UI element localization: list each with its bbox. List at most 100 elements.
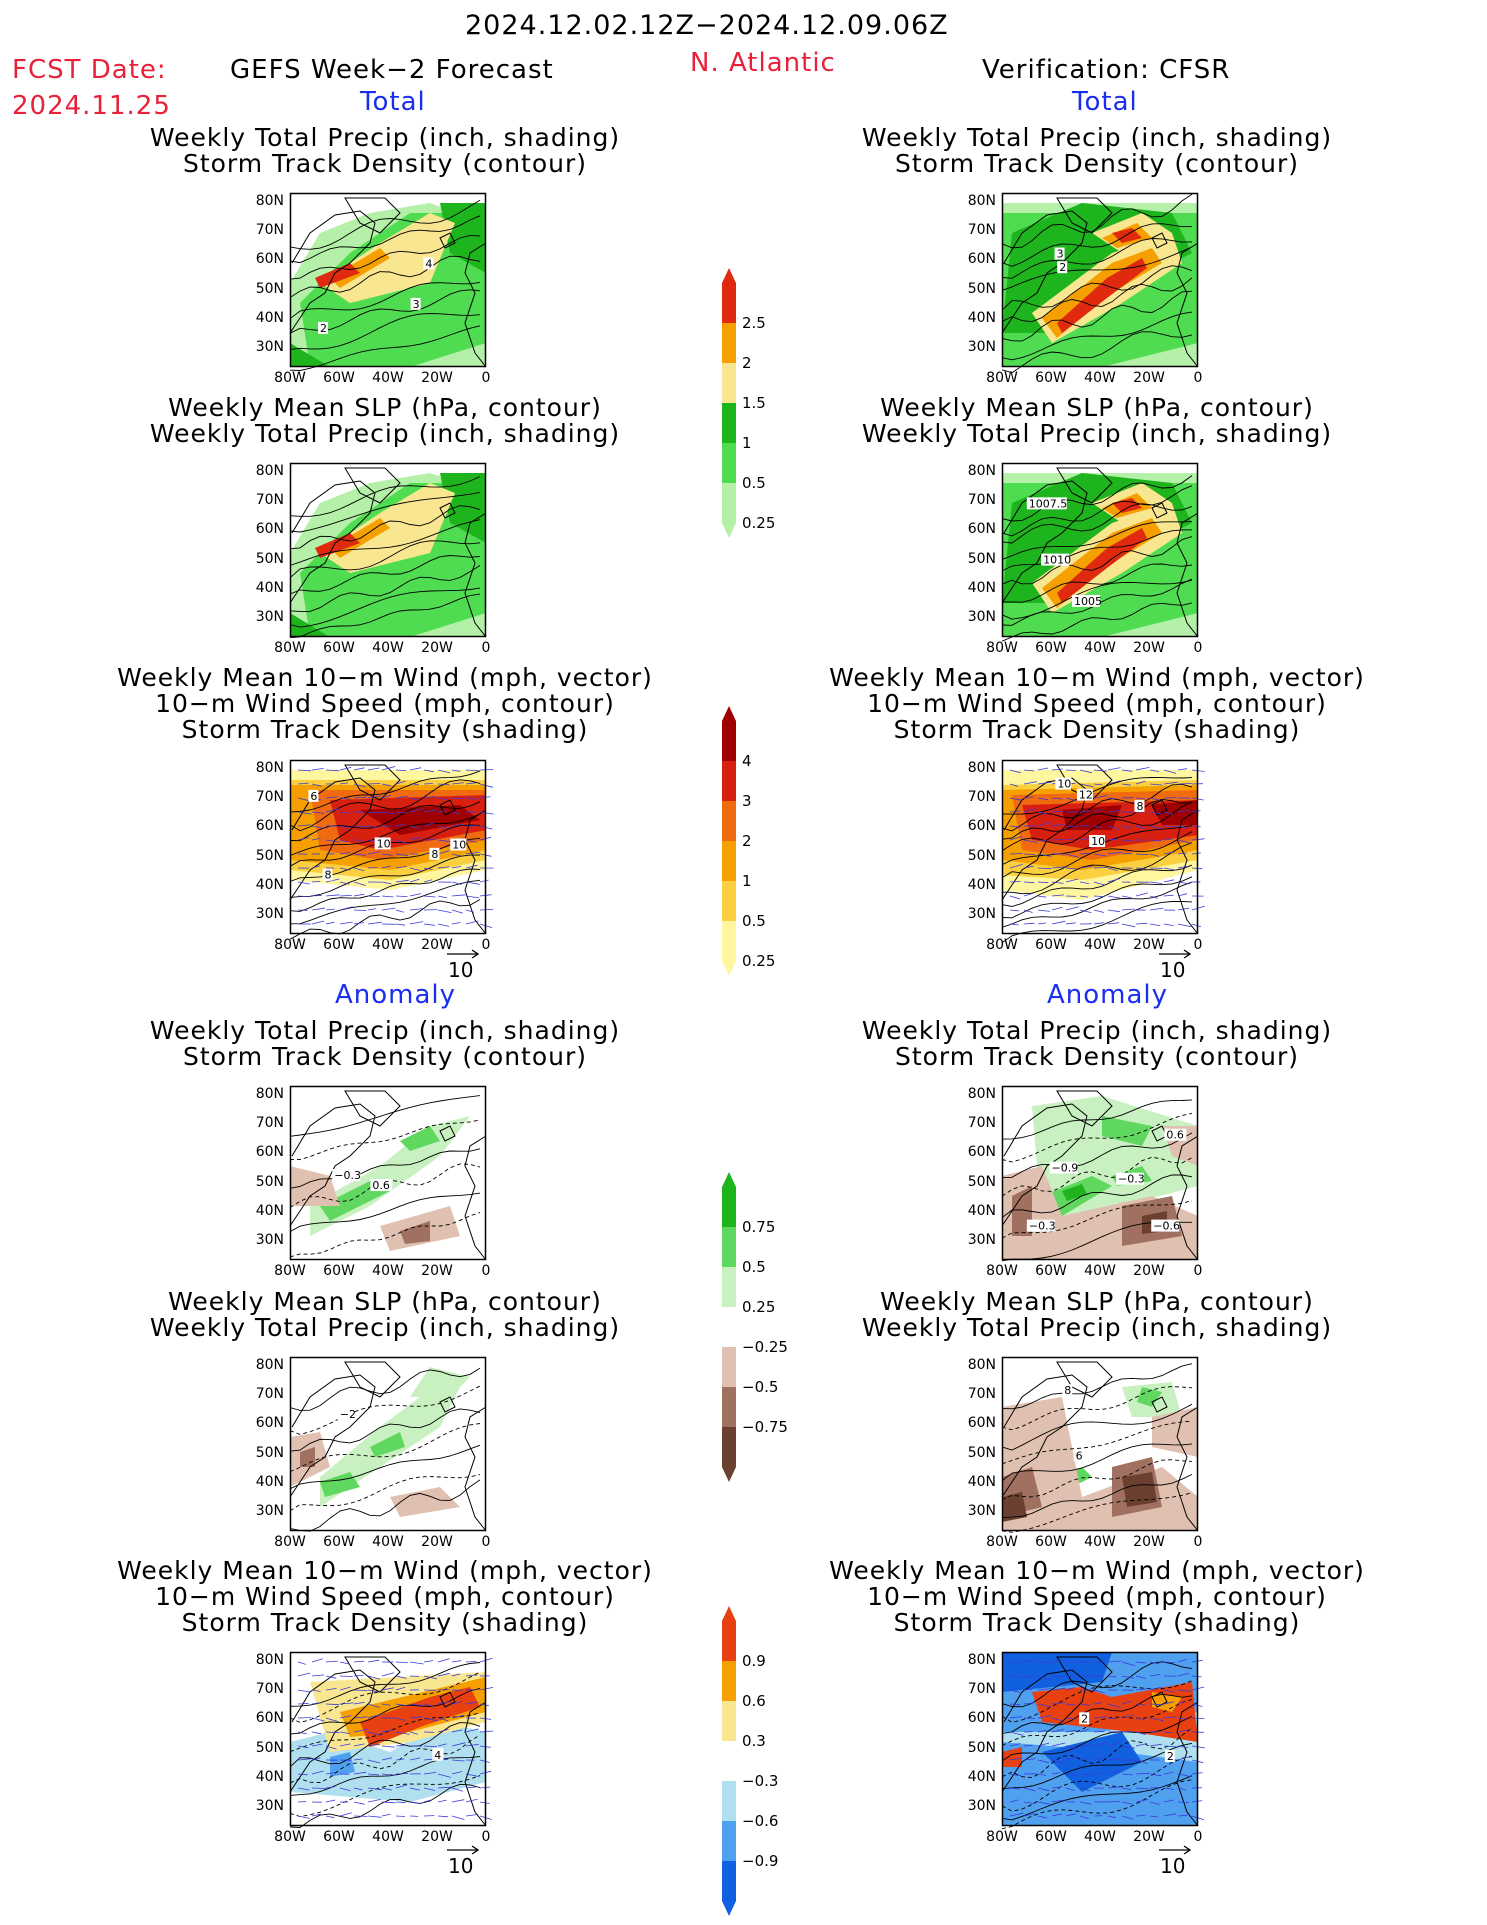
contour-line (289, 593, 481, 639)
contour-label-bg (429, 847, 440, 860)
wind-vector (451, 797, 465, 799)
wind-vector (325, 894, 340, 897)
colorbar-segment (722, 761, 736, 801)
wind-vector (339, 782, 349, 785)
colorbar-tick-label: 1 (742, 434, 752, 452)
lon-tick-label: 20W (1133, 1829, 1165, 1845)
wind-vector (423, 1660, 433, 1663)
wind-vector (1037, 839, 1049, 842)
wind-vector (1051, 839, 1065, 841)
wind-vector (339, 867, 351, 871)
wind-vector (1079, 1744, 1092, 1747)
wind-vector (1079, 909, 1092, 913)
wind-vector (1037, 1801, 1050, 1805)
wind-vector (367, 1759, 381, 1764)
wind-vector (423, 1745, 437, 1747)
colorbar-tick-label: 0.3 (742, 1732, 766, 1750)
coastline-north-america (1001, 1669, 1088, 1793)
lat-tick-label: 70N (255, 222, 284, 239)
lon-tick-label: 20W (421, 1534, 453, 1550)
wind-vector (409, 1731, 418, 1735)
wind-vector (325, 878, 340, 883)
wind-vector (1023, 808, 1037, 813)
wind-vector (353, 853, 367, 856)
wind-vector (353, 909, 367, 911)
wind-vector (451, 769, 461, 772)
colorbar-cap (722, 1606, 736, 1621)
wind-vector (353, 783, 366, 788)
contour-label-bg (1062, 1384, 1073, 1397)
wind-vector (1107, 909, 1120, 913)
coastline-north-america (289, 1103, 376, 1227)
wind-vector (367, 825, 378, 828)
lon-tick-label: 40W (1084, 640, 1116, 656)
contour-line (1001, 798, 1193, 840)
lon-tick-label: 0 (1193, 370, 1203, 386)
contour-line (1001, 246, 1193, 291)
wind-vector (1121, 1661, 1136, 1667)
wind-vector (1107, 797, 1117, 800)
colorbar-tick-label: 0.75 (742, 1218, 776, 1236)
contour-line (1001, 311, 1193, 361)
wind-vector (1065, 1813, 1076, 1817)
wind-vector (479, 811, 494, 815)
wind-vector (367, 1714, 382, 1719)
wind-vector (1065, 797, 1077, 802)
contour-line (289, 1119, 481, 1161)
contour-label-bg (1089, 835, 1106, 848)
wind-vector (1051, 1759, 1066, 1764)
wind-vector (1135, 797, 1146, 800)
contour-line (1001, 1443, 1193, 1481)
wind-vector (1121, 1773, 1133, 1776)
coastline-iceland (439, 1125, 456, 1142)
wind-vector (409, 878, 420, 883)
lat-tick-label: 40N (967, 1202, 996, 1219)
lat-tick-label: 30N (967, 1798, 996, 1814)
contour-line (1001, 1174, 1193, 1218)
lat-tick-label: 60N (967, 818, 996, 835)
wind-vector (395, 1717, 406, 1721)
wind-vector (297, 1703, 309, 1705)
colorbar-cap (722, 1901, 736, 1916)
lat-tick-label: 80N (967, 193, 996, 209)
lat-tick-label: 50N (967, 280, 996, 297)
lat-tick-label: 30N (255, 1798, 284, 1814)
wind-vector (1023, 1744, 1033, 1747)
wind-vector (1177, 865, 1189, 869)
wind-vector (381, 1672, 395, 1677)
wind-vector (1065, 1773, 1078, 1776)
wind-vector (1191, 923, 1202, 928)
wind-vector (1065, 825, 1078, 828)
wind-vector (297, 811, 312, 815)
lat-tick-label: 50N (255, 1739, 284, 1756)
wind-vector (311, 811, 325, 814)
period-title: 2024.12.02.12Z−2024.12.09.06Z (465, 10, 949, 41)
wind-vector (1023, 769, 1035, 772)
lat-tick-label: 80N (255, 193, 284, 209)
wind-vector (1037, 811, 1047, 815)
lat-tick-label: 30N (967, 339, 996, 355)
map-frame (289, 759, 487, 935)
wind-vector (465, 769, 480, 772)
panel-title: Weekly Mean 10−m Wind (mph, vector) 10−m … (117, 1556, 653, 1637)
wind-vector (409, 1801, 422, 1804)
wind-vector (1065, 1675, 1079, 1678)
wind-vector (423, 783, 434, 785)
wind-vector (297, 895, 308, 898)
shading-area (1002, 1492, 1027, 1522)
wind-vector (367, 921, 382, 925)
wind-vector (353, 1758, 363, 1761)
wind-vector (1037, 867, 1052, 870)
map-frame (1001, 1085, 1199, 1261)
map-forecast-anom-wind: 24 (289, 1651, 494, 1828)
wind-vector (409, 1703, 423, 1706)
contour-line (1001, 1459, 1193, 1501)
coastline-europe-africa (1176, 242, 1199, 368)
region-title: N. Atlantic (690, 48, 836, 78)
lon-tick-label: 80W (274, 640, 306, 656)
wind-vector (451, 894, 466, 897)
coastline-greenland (344, 1656, 401, 1693)
coastline-north-america (1001, 210, 1088, 334)
wind-vector (1177, 852, 1187, 855)
wind-vector (451, 1729, 463, 1733)
